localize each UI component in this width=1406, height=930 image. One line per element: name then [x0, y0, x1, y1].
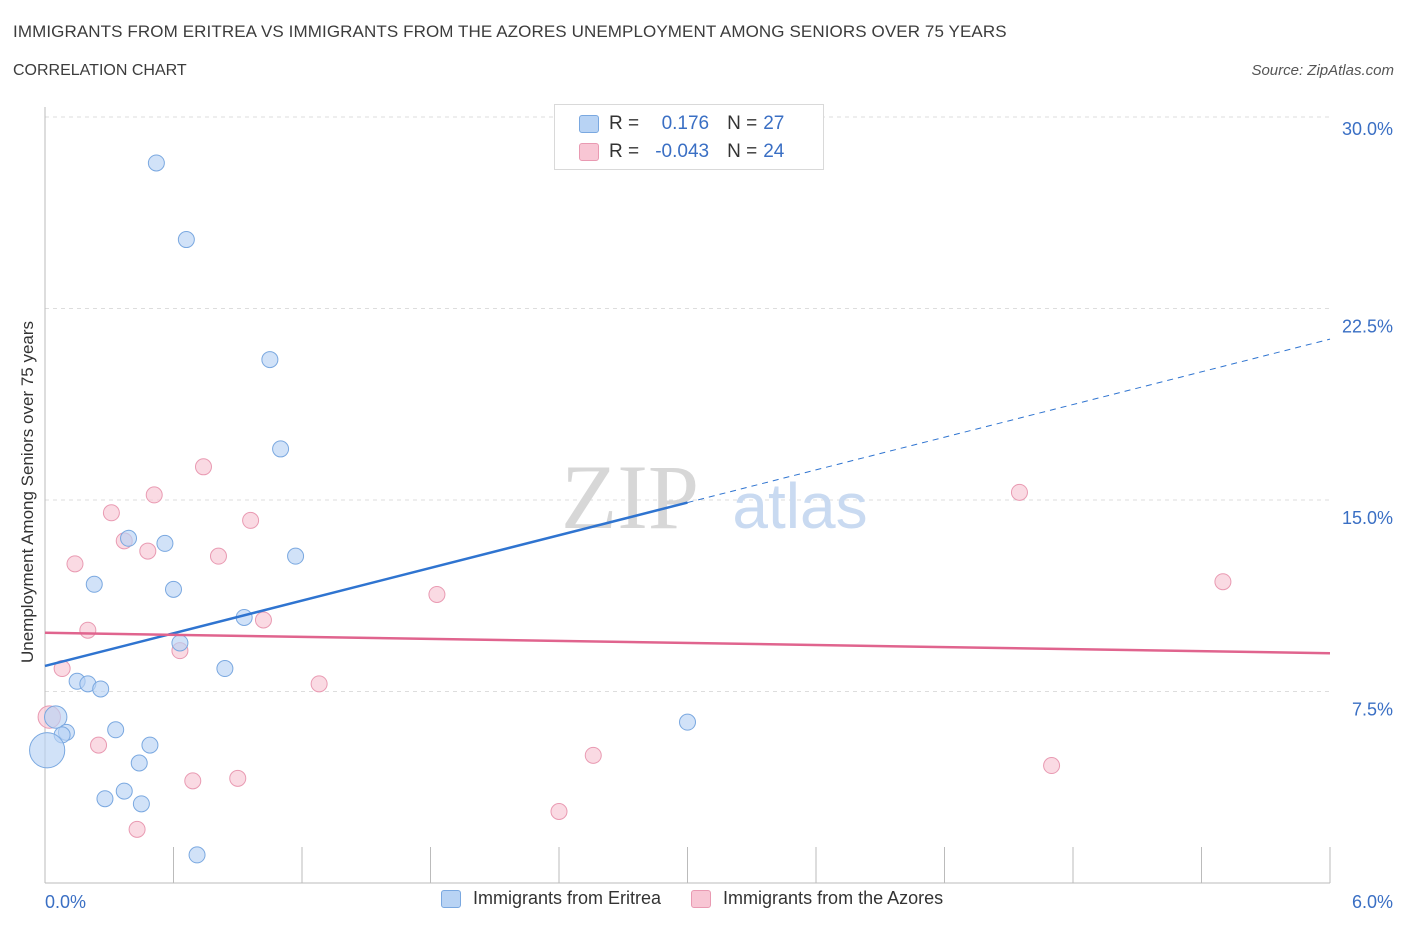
azores-point	[428, 585, 446, 603]
legend-row-eritrea: R = 0.176 N = 27	[579, 110, 784, 138]
eritrea-point	[165, 580, 182, 598]
eritrea-point	[107, 721, 125, 739]
eritrea-n-value: 27	[763, 113, 785, 134]
legend-item-azores[interactable]: Immigrants from the Azores	[691, 888, 943, 909]
legend-item-eritrea[interactable]: Immigrants from Eritrea	[441, 888, 661, 909]
eritrea-point	[287, 547, 305, 565]
eritrea-point	[85, 575, 103, 593]
azores-r-value: -0.043	[655, 141, 710, 162]
eritrea-legend-swatch	[441, 889, 461, 908]
azores-point	[128, 820, 146, 838]
eritrea-point	[92, 680, 110, 698]
source-label: Source: ZipAtlas.com	[1251, 62, 1394, 79]
eritrea-point	[177, 231, 195, 249]
azores-point	[145, 486, 163, 504]
y-tick-label: 15.0%	[1342, 508, 1393, 528]
eritrea-point	[132, 795, 150, 813]
azores-point	[102, 504, 120, 522]
azores-point	[66, 555, 84, 573]
eritrea-trend-line	[44, 501, 688, 668]
legend-azores-label: Immigrants from the Azores	[723, 888, 944, 908]
eritrea-point	[272, 440, 290, 458]
trend-lines	[44, 338, 1331, 668]
eritrea-swatch	[579, 115, 599, 133]
eritrea-point	[216, 660, 234, 678]
azores-point	[90, 736, 108, 754]
eritrea-point	[44, 705, 68, 729]
grid-lines	[45, 116, 1330, 692]
eritrea-point	[156, 534, 174, 552]
watermark: ZIP atlas	[561, 446, 868, 548]
azores-trend-line	[44, 631, 1331, 655]
legend-eritrea-label: Immigrants from Eritrea	[473, 888, 662, 908]
watermark-atlas: atlas	[732, 470, 867, 542]
azores-swatch	[579, 143, 599, 161]
n-label: N =	[727, 113, 758, 134]
eritrea-point	[171, 634, 189, 652]
y-tick-label: 7.5%	[1352, 700, 1393, 720]
n-label: N =	[727, 141, 758, 162]
azores-point	[139, 542, 157, 560]
eritrea-point	[141, 736, 159, 754]
azores-point	[209, 547, 227, 565]
azores-point	[229, 769, 247, 787]
eritrea-point	[29, 732, 66, 769]
eritrea-point	[188, 846, 206, 864]
azores-point	[242, 511, 260, 529]
azores-point	[1214, 573, 1232, 591]
r-label: R =	[609, 113, 640, 134]
eritrea-trend-extension	[687, 338, 1331, 504]
azores-point	[550, 803, 568, 821]
watermark-zip: ZIP	[561, 446, 699, 548]
series-legend: Immigrants from Eritrea Immigrants from …	[441, 888, 973, 909]
chart-subtitle: CORRELATION CHART	[13, 62, 187, 79]
eritrea-point	[679, 713, 696, 731]
eritrea-point	[261, 351, 279, 369]
azores-point	[194, 458, 212, 476]
legend-row-azores: R = -0.043 N = 24	[579, 138, 784, 166]
x-tick-label: 6.0%	[1352, 892, 1393, 912]
eritrea-point	[115, 782, 133, 800]
eritrea-r-value: 0.176	[661, 113, 710, 134]
azores-point	[254, 611, 272, 629]
stats-legend: R = 0.176 N = 27 R = -0.043 N = 24	[554, 104, 824, 170]
eritrea-point	[96, 790, 114, 808]
azores-point	[184, 772, 202, 790]
eritrea-point	[147, 154, 165, 172]
y-tick-label: 30.0%	[1342, 119, 1393, 139]
r-label: R =	[609, 141, 640, 162]
tick-labels: 7.5% 15.0% 22.5% 30.0% 0.0% 6.0%	[45, 119, 1393, 912]
azores-point	[1043, 757, 1061, 775]
azores-n-value: 24	[763, 141, 785, 162]
data-points	[29, 154, 1232, 864]
azores-point	[79, 621, 97, 639]
azores-point	[1010, 483, 1028, 501]
x-tick-label: 0.0%	[45, 892, 86, 912]
chart-title: IMMIGRANTS FROM ERITREA VS IMMIGRANTS FR…	[13, 22, 1007, 41]
eritrea-point	[130, 754, 148, 772]
azores-legend-swatch	[691, 889, 712, 908]
y-axis-label: Unemployment Among Seniors over 75 years	[18, 320, 37, 664]
eritrea-point	[120, 529, 138, 547]
azores-point	[584, 746, 602, 764]
y-tick-label: 22.5%	[1342, 317, 1393, 337]
azores-point	[310, 675, 328, 693]
